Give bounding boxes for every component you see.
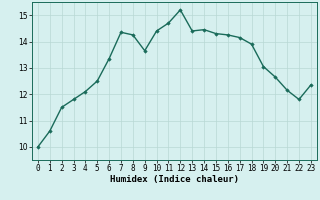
X-axis label: Humidex (Indice chaleur): Humidex (Indice chaleur) <box>110 175 239 184</box>
